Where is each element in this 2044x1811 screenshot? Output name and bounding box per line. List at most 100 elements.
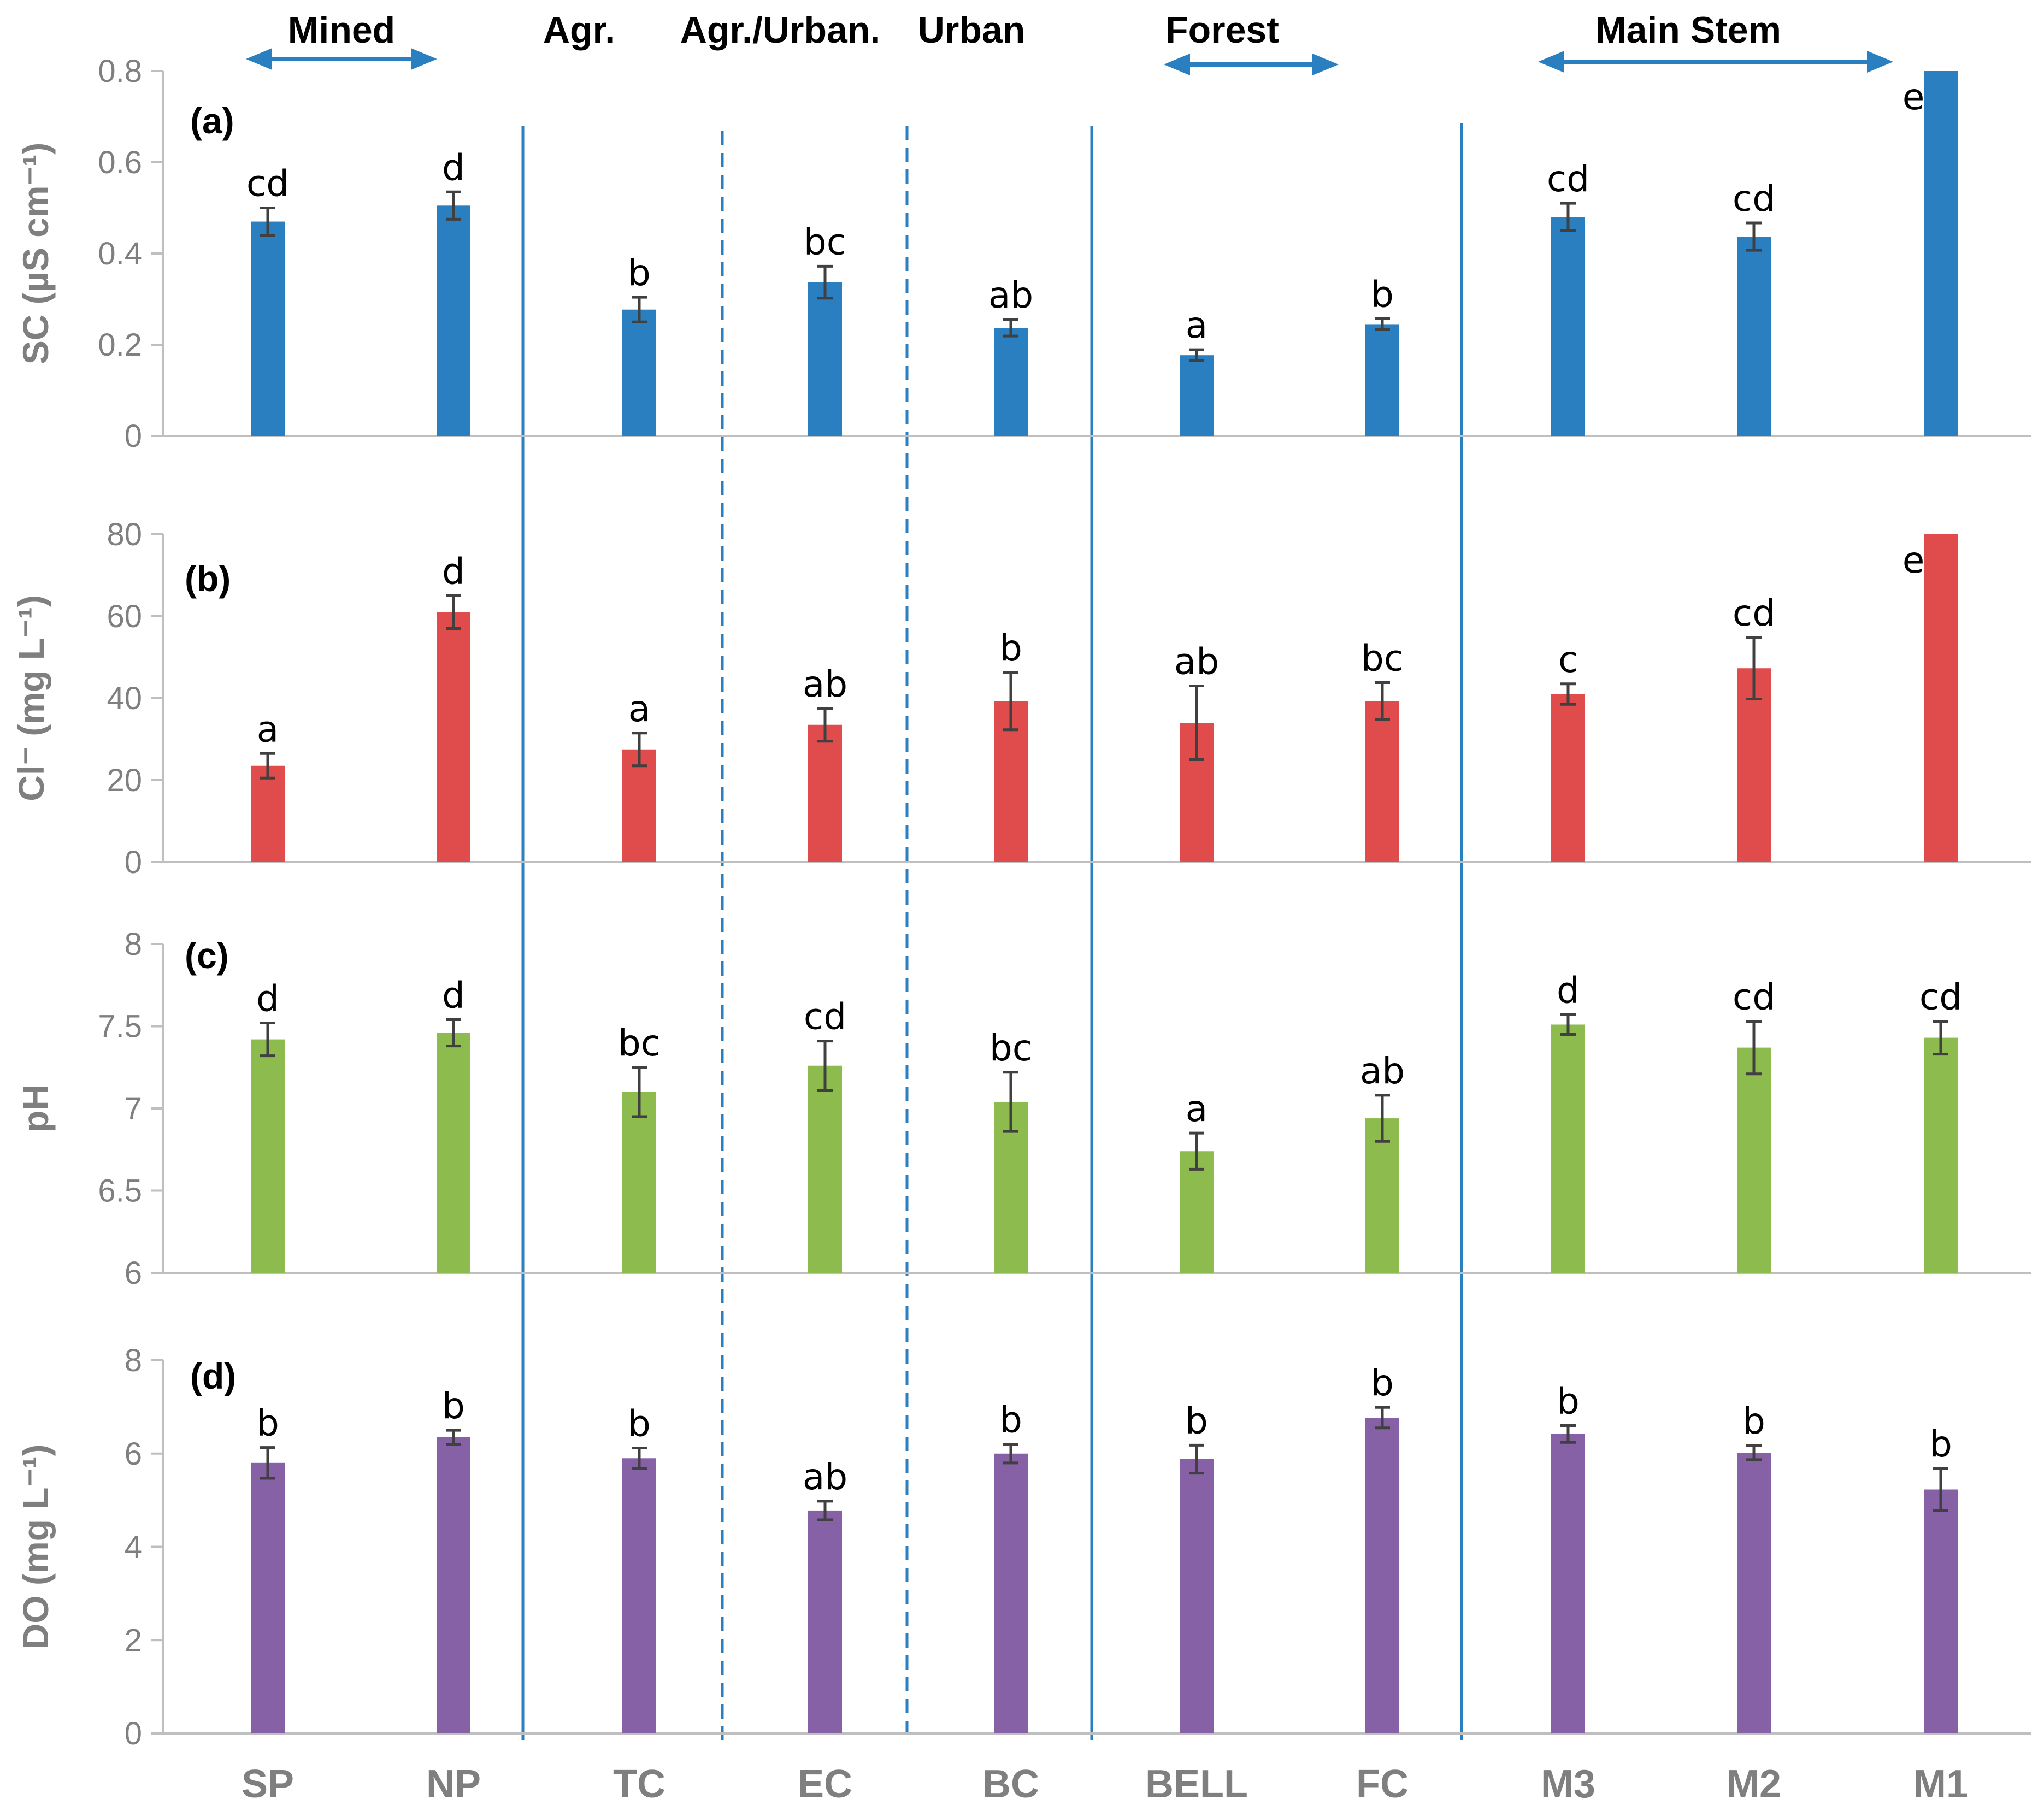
panel-c-ytick-label: 8 — [125, 927, 142, 962]
panel-a-ytick-label: 0.4 — [98, 236, 142, 272]
panel-d-bar-tc — [622, 1458, 656, 1733]
panel-b-errorbar-np — [446, 594, 461, 630]
panel-a-errorbar-m3 — [1560, 202, 1576, 232]
panel-a-bar-ec — [808, 282, 842, 436]
panel-c-sig-letter-ec: cd — [804, 996, 846, 1038]
panel-a-errorbar-fc — [1375, 317, 1390, 331]
panel-d-bar-m1 — [1924, 1489, 1958, 1733]
x-category-tc: TC — [613, 1762, 665, 1806]
panel-b-errorbar-bc — [1003, 671, 1018, 732]
panel-d-sig-letter-bell: b — [1185, 1400, 1208, 1442]
panel-a-bar-np — [437, 205, 470, 436]
panel-c-ytick-label: 7.5 — [98, 1009, 142, 1045]
panel-d-bar-bell — [1180, 1459, 1214, 1733]
panel-a-errorbar-np — [446, 190, 461, 221]
panel-d-sig-letter-tc: b — [628, 1403, 651, 1445]
panel-c-bar-tc — [622, 1092, 656, 1273]
panel-d-ytick-label: 4 — [125, 1530, 142, 1565]
panel-b-bar-ec — [808, 724, 842, 862]
panel-a-ytick-label: 0.8 — [98, 54, 142, 89]
panel-a: 00.20.40.60.8SC (µS cm⁻¹)(a)cd dbbcababcd… — [15, 54, 2031, 454]
panel-a-errorbar-tc — [632, 296, 647, 323]
chart-panels: 00.20.40.60.8SC (µS cm⁻¹)(a)cd dbbcababcd… — [11, 54, 2031, 1806]
panel-c-errorbar-np — [446, 1018, 461, 1048]
panel-c-ytick-label: 7 — [125, 1091, 142, 1126]
panel-c-bar-np — [437, 1033, 470, 1273]
panel-b-errorbar-m3 — [1560, 682, 1576, 706]
panel-d-errorbar-sp — [260, 1446, 275, 1480]
panel-a-errorbar-bc — [1003, 318, 1018, 338]
x-category-ec: EC — [798, 1762, 852, 1806]
panel-c-errorbar-bc — [1003, 1071, 1018, 1133]
panel-a-sig-letter-tc: b — [628, 252, 651, 294]
panel-b-ytick-label: 80 — [107, 517, 142, 552]
panel-a-ytick-label: 0.6 — [98, 145, 142, 180]
panel-b-ylabel: Cl⁻ (mg L⁻¹) — [11, 595, 51, 801]
panel-d-ytick-label: 0 — [125, 1716, 142, 1751]
panel-d-errorbar-ec — [817, 1500, 833, 1521]
panel-c-errorbar-ec — [817, 1040, 833, 1092]
panel-d-bar-np — [437, 1437, 470, 1733]
panel-a-bar-bc — [994, 328, 1028, 436]
panel-a-sig-letter-m2: cd — [1733, 178, 1775, 220]
panel-d-bar-ec — [808, 1510, 842, 1733]
arrow-mined — [246, 48, 437, 70]
panel-a-errorbar-bell — [1189, 348, 1204, 362]
panel-b-sig-letter-bc: b — [999, 627, 1022, 669]
panel-b-bar-tc — [622, 749, 656, 862]
panel-c-bar-m1 — [1924, 1037, 1958, 1273]
panel-a-errorbar-ec — [817, 264, 833, 300]
panel-d-sig-letter-ec: ab — [803, 1456, 847, 1498]
panel-a-sig-letter-fc: b — [1371, 273, 1394, 315]
panel-d-errorbar-m1 — [1933, 1467, 1948, 1512]
region-label-main-stem: Main Stem — [1595, 9, 1781, 51]
panel-a-sig-letter-bell: a — [1186, 304, 1207, 346]
panel-c-sig-letter-m3: d — [1557, 969, 1580, 1011]
panel-b-errorbar-bell — [1189, 685, 1204, 761]
x-category-m1: M1 — [1913, 1762, 1968, 1806]
panel-c-ytick-label: 6 — [125, 1255, 142, 1291]
panel-d-ytick-label: 6 — [125, 1436, 142, 1472]
panel-b-ytick-label: 40 — [107, 681, 142, 716]
panel-d-sig-letter-np: b — [442, 1385, 465, 1427]
panel-d-sig-letter-bc: b — [999, 1399, 1022, 1441]
panel-c-bar-m2 — [1737, 1047, 1771, 1273]
panel-d-bar-m3 — [1551, 1434, 1585, 1733]
panel-d-errorbar-bc — [1003, 1443, 1018, 1465]
panel-c-errorbar-sp — [260, 1021, 275, 1058]
panel-c-sig-letter-m1: cd — [1919, 976, 1962, 1018]
panel-c-sig-letter-sp: d — [256, 977, 279, 1019]
panel-b-sig-letter-ec: ab — [803, 663, 847, 705]
panel-d-bar-sp — [251, 1462, 285, 1733]
panel-d-errorbar-m3 — [1560, 1424, 1576, 1444]
panel-d-errorbar-m2 — [1746, 1444, 1762, 1461]
panel-b-bar-m1 — [1924, 534, 1958, 862]
panel-c-sig-letter-fc: ab — [1360, 1050, 1405, 1092]
panel-c-errorbar-m1 — [1933, 1019, 1948, 1056]
panel-b-sig-letter-tc: a — [628, 688, 650, 730]
panel-a-bar-sp — [251, 221, 285, 436]
panel-c-bar-fc — [1365, 1118, 1399, 1273]
panel-a-bar-m3 — [1551, 217, 1585, 436]
panel-d-sig-letter-m3: b — [1557, 1381, 1580, 1423]
arrow-forest — [1164, 54, 1339, 75]
panel-c-sig-letter-np: d — [442, 974, 465, 1016]
region-label-agr: Agr. — [543, 9, 615, 51]
panel-d-label: (d) — [190, 1356, 236, 1396]
panel-b-bar-sp — [251, 765, 285, 862]
panel-b-errorbar-ec — [817, 707, 833, 743]
panel-c-sig-letter-tc: bc — [618, 1022, 661, 1064]
region-label-forest: Forest — [1165, 9, 1279, 51]
panel-a-bar-bell — [1180, 355, 1214, 436]
panel-b-bar-np — [437, 612, 470, 862]
panel-d-sig-letter-m1: b — [1929, 1423, 1952, 1465]
panel-c-errorbar-tc — [632, 1066, 647, 1118]
panel-c-ylabel: pH — [15, 1084, 56, 1132]
panel-c-errorbar-bell — [1189, 1131, 1204, 1171]
panel-a-sig-letter-m1: e — [1902, 76, 1925, 118]
panel-b-ytick-label: 0 — [125, 845, 142, 880]
panel-b-bar-m3 — [1551, 694, 1585, 862]
x-category-m2: M2 — [1727, 1762, 1781, 1806]
